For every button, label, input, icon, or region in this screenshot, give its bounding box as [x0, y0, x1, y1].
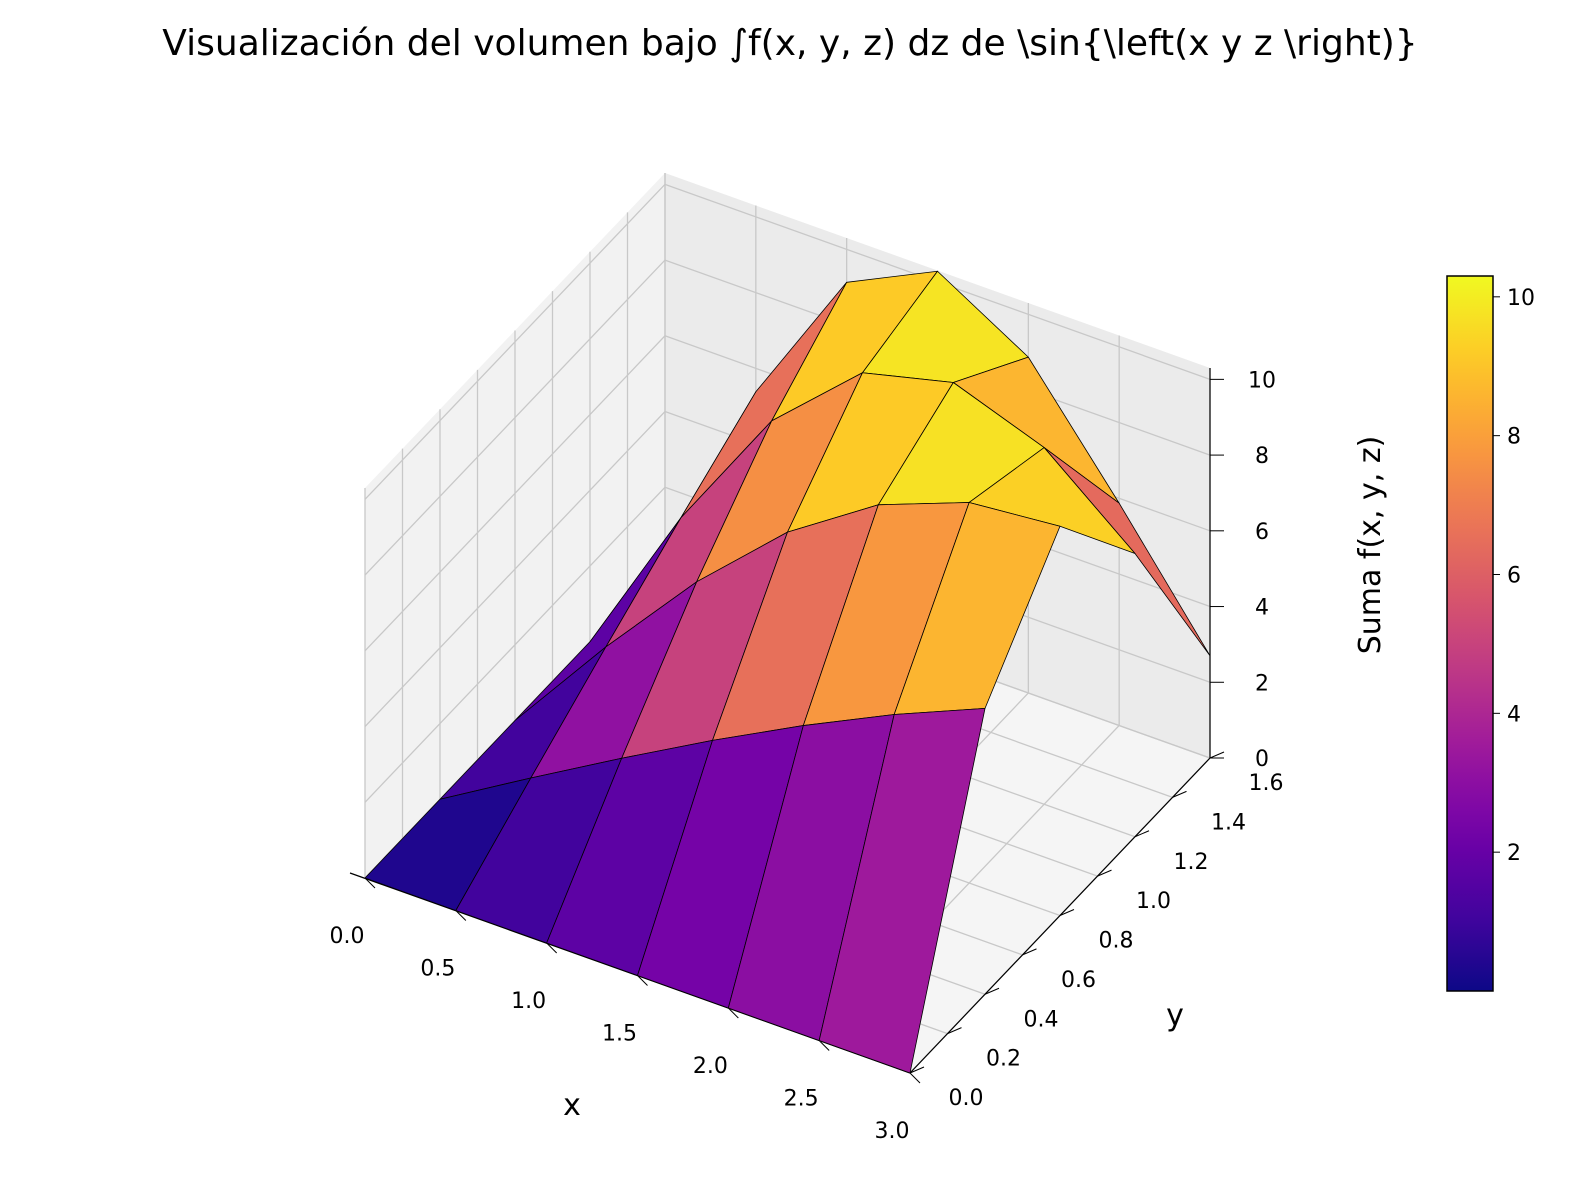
- y-tick-label: 1.4: [1211, 810, 1246, 835]
- grid-line: [364, 486, 1211, 803]
- z-tick-label: 8: [1255, 444, 1269, 469]
- grid-line: [364, 183, 1211, 500]
- colorbar-tick-label: 2: [1507, 841, 1521, 866]
- y-tick: [1172, 790, 1187, 798]
- x-tick-label: 3.0: [875, 1119, 910, 1144]
- x-tick-label: 1.5: [602, 1022, 637, 1047]
- z-tick-label: 10: [1248, 368, 1276, 393]
- x-axis-label: x: [563, 1088, 581, 1123]
- x-tick: [455, 910, 467, 921]
- x-tick: [637, 975, 648, 986]
- x-tick: [818, 1040, 830, 1051]
- y-tick-label: 0.0: [949, 1086, 984, 1111]
- x-tick-label: 1.0: [511, 989, 546, 1014]
- y-axis-label: y: [1166, 998, 1184, 1033]
- chart-title: Visualización del volumen bajo ∫f(x, y, …: [162, 23, 1417, 64]
- y-axis: [909, 757, 1211, 1074]
- colorbar-tick-label: 8: [1507, 425, 1521, 450]
- y-tick: [1209, 751, 1225, 759]
- y-tick-label: 0.4: [1024, 1007, 1059, 1032]
- z-axis-label: Suma f(x, y, z): [1353, 436, 1388, 655]
- y-tick: [947, 1027, 962, 1035]
- x-tick-label: 0.0: [330, 924, 365, 949]
- x-tick-label: 2.0: [693, 1054, 728, 1079]
- y-tick-label: 0.6: [1061, 968, 1096, 993]
- y-tick-label: 1.2: [1174, 850, 1209, 875]
- z-tick-label: 4: [1255, 596, 1269, 621]
- y-tick: [1134, 830, 1150, 838]
- x-tick: [364, 877, 376, 889]
- surface-patch: [818, 707, 986, 1074]
- x-tick: [546, 942, 558, 954]
- colorbar-tick-label: 4: [1507, 702, 1521, 727]
- colorbar-tick-label: 6: [1507, 563, 1521, 588]
- x-tick: [909, 1072, 921, 1084]
- y-tick: [1022, 948, 1037, 956]
- y-tick: [1059, 909, 1075, 916]
- x-tick: [727, 1007, 739, 1019]
- x-tick-label: 2.5: [784, 1087, 819, 1112]
- y-tick: [909, 1066, 925, 1074]
- y-tick: [984, 987, 1000, 995]
- colorbar: [1446, 275, 1494, 992]
- y-tick-label: 1.0: [1136, 889, 1171, 914]
- colorbar-tick-label: 10: [1507, 286, 1535, 311]
- y-tick: [1097, 869, 1112, 877]
- z-tick-label: 0: [1255, 747, 1269, 772]
- z-tick-label: 2: [1255, 671, 1269, 696]
- y-tick-label: 0.8: [1099, 929, 1134, 954]
- z-tick-label: 6: [1255, 520, 1269, 545]
- y-tick-label: 1.6: [1249, 771, 1284, 796]
- y-tick-label: 0.2: [986, 1047, 1021, 1072]
- x-tick-label: 0.5: [420, 957, 455, 982]
